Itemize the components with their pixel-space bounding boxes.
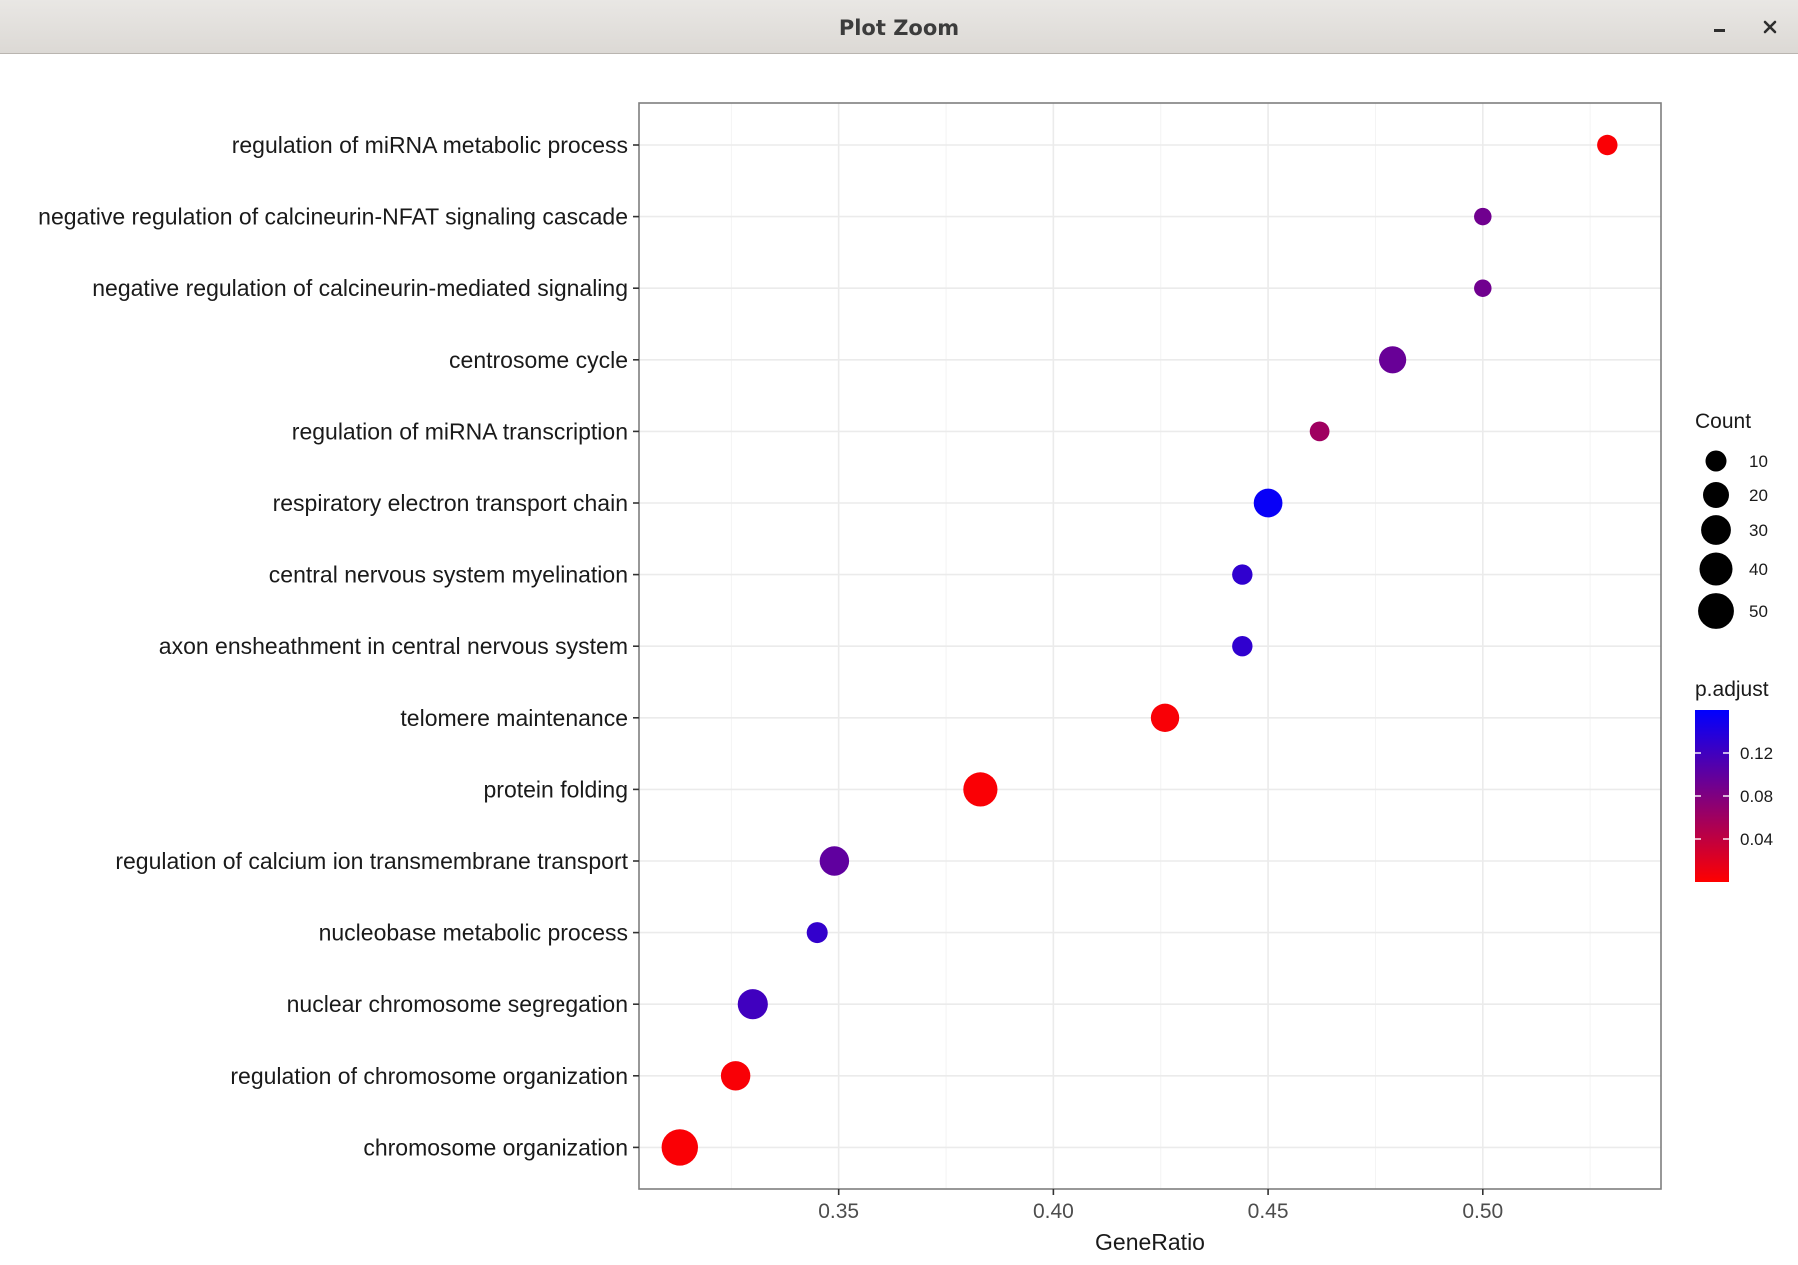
minimize-button[interactable]: [1702, 9, 1738, 45]
size-legend: Count 10 20 30 40 50: [1695, 410, 1768, 629]
close-icon: [1763, 20, 1777, 34]
size-legend-key: [1698, 593, 1734, 629]
x-tick-label: 0.50: [1462, 1200, 1503, 1223]
y-tick-label: centrosome cycle: [449, 347, 628, 373]
x-tick-label: 0.35: [818, 1200, 859, 1223]
data-point: [1232, 564, 1253, 585]
data-point: [1253, 488, 1283, 518]
size-legend-label: 20: [1749, 486, 1768, 505]
y-tick-label: protein folding: [484, 776, 629, 802]
window-titlebar[interactable]: Plot Zoom: [0, 0, 1798, 54]
data-point: [1232, 636, 1253, 657]
size-legend-label: 30: [1749, 521, 1768, 540]
size-legend-key: [1699, 552, 1733, 586]
data-point: [806, 922, 828, 944]
y-tick-label: negative regulation of calcineurin-NFAT …: [38, 204, 628, 230]
y-tick-label: chromosome organization: [363, 1134, 628, 1160]
color-legend-label: 0.08: [1740, 787, 1773, 806]
window-title: Plot Zoom: [838, 16, 960, 40]
color-legend: p.adjust 0.04 0.08 0.12: [1695, 678, 1773, 882]
data-point: [737, 989, 768, 1020]
size-legend-key: [1703, 482, 1729, 508]
data-points: [661, 134, 1618, 1166]
x-tick-label: 0.40: [1033, 1200, 1074, 1223]
plot-area: regulation of miRNA metabolic process neg…: [0, 54, 1798, 1265]
size-legend-label: 40: [1749, 560, 1768, 579]
color-legend-label: 0.04: [1740, 830, 1773, 849]
data-point: [1379, 346, 1407, 374]
size-legend-label: 50: [1749, 602, 1768, 621]
size-legend-label: 10: [1749, 452, 1768, 471]
y-tick-label: regulation of miRNA transcription: [292, 418, 628, 444]
size-legend-key: [1705, 450, 1727, 472]
data-point: [720, 1061, 751, 1091]
y-tick-label: nucleobase metabolic process: [319, 920, 628, 946]
data-point: [1474, 207, 1492, 226]
grid-lines: [639, 103, 1661, 1189]
x-axis-title: GeneRatio: [1095, 1229, 1205, 1255]
size-legend-title: Count: [1695, 410, 1751, 433]
y-tick-label: telomere maintenance: [400, 705, 628, 731]
y-tick-label: regulation of chromosome organization: [230, 1063, 628, 1089]
data-point: [819, 846, 850, 876]
x-tick-label: 0.45: [1248, 1200, 1289, 1223]
size-legend-key: [1701, 515, 1731, 545]
minimize-icon: [1714, 29, 1725, 32]
y-tick-label: negative regulation of calcineurin-media…: [92, 275, 628, 301]
data-point: [1597, 134, 1618, 156]
color-legend-label: 0.12: [1740, 744, 1773, 763]
data-point: [1150, 703, 1180, 732]
y-tick-label: central nervous system myelination: [269, 562, 628, 588]
close-button[interactable]: [1752, 9, 1788, 45]
x-axis: 0.35 0.40 0.45 0.50: [818, 1189, 1503, 1223]
data-point: [1474, 279, 1492, 297]
y-tick-label: respiratory electron transport chain: [273, 490, 628, 516]
y-tick-label: nuclear chromosome segregation: [287, 991, 628, 1017]
y-tick-label: regulation of miRNA metabolic process: [232, 132, 628, 158]
dot-plot-chart: regulation of miRNA metabolic process neg…: [38, 102, 1773, 1255]
data-point: [1309, 421, 1330, 442]
data-point: [661, 1129, 698, 1166]
y-tick-label: regulation of calcium ion transmembrane …: [115, 848, 628, 874]
y-axis: regulation of miRNA metabolic process neg…: [38, 132, 639, 1160]
y-tick-label: axon ensheathment in central nervous sys…: [159, 633, 628, 659]
color-legend-title: p.adjust: [1695, 678, 1769, 701]
data-point: [963, 772, 998, 807]
